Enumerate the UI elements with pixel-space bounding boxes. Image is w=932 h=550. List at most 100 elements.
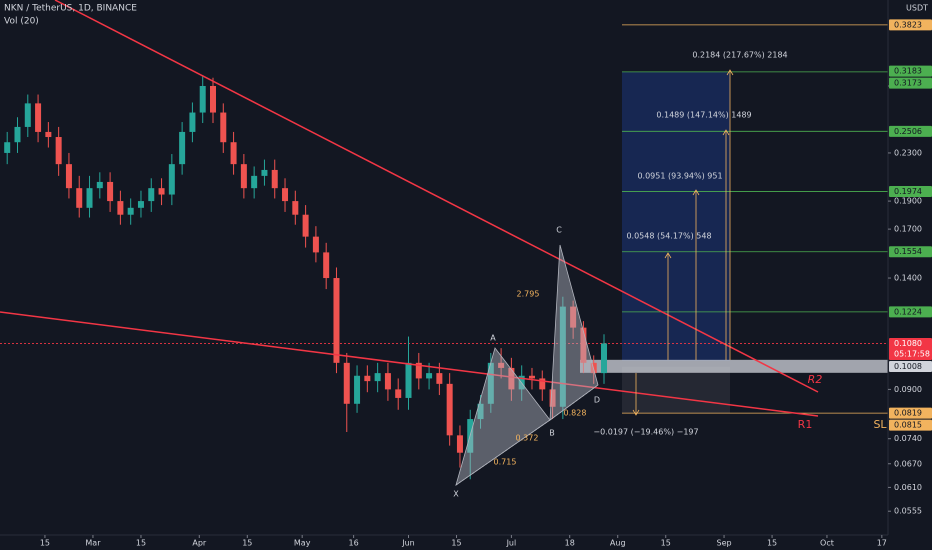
candle-body <box>456 435 463 453</box>
x-tick-label: Apr <box>192 539 207 548</box>
y-tick-label: 0.1400 <box>894 274 922 283</box>
y-tick-label: 0.2300 <box>894 148 922 157</box>
x-tick-label: Oct <box>820 539 834 548</box>
price-badge <box>889 65 932 77</box>
price-badge-label: 0.1080 <box>894 339 922 348</box>
candle-body <box>86 188 93 208</box>
pattern-point: B <box>549 429 555 438</box>
y-tick-label: 0.1900 <box>894 197 922 206</box>
price-badge-label: 0.1008 <box>894 362 922 371</box>
x-tick-label: 17 <box>877 539 887 548</box>
candle-body <box>251 175 258 189</box>
price-axis <box>888 0 932 550</box>
candle-body <box>343 362 350 404</box>
x-tick-label: 15 <box>767 539 777 548</box>
candle-body <box>148 188 155 202</box>
candle-body <box>539 378 546 390</box>
candle-body <box>96 181 103 189</box>
trendline <box>0 311 819 417</box>
target-label: 0.0951 (93.94%) 951 <box>637 172 722 181</box>
candle-body <box>395 389 402 398</box>
candle-body <box>127 207 134 215</box>
candle-body <box>168 164 175 195</box>
candle-body <box>302 214 309 237</box>
price-badge-label: 0.0815 <box>894 421 922 430</box>
price-badge-label: 0.1224 <box>894 307 922 316</box>
pattern-point: A <box>490 334 496 343</box>
candle-body <box>261 169 268 176</box>
candle-body <box>158 188 165 195</box>
pattern-ratio: 0.828 <box>564 409 587 418</box>
y-tick-label: 0.0610 <box>894 483 922 492</box>
candle-body <box>199 85 206 113</box>
candle-body <box>220 112 227 143</box>
candle-body <box>65 164 72 189</box>
price-badge-label: 0.2506 <box>894 127 922 136</box>
loss-zone <box>622 366 730 414</box>
x-tick-label: Jun <box>401 539 415 548</box>
indicator-label: Vol (20) <box>4 17 39 27</box>
price-badge <box>889 306 932 318</box>
candle-body <box>446 383 453 436</box>
candle-body <box>45 131 52 138</box>
pattern-ratio: 0.715 <box>494 458 517 467</box>
trendline-label: R2 <box>808 373 823 386</box>
candle-body <box>117 201 124 215</box>
price-badge-label: 0.3173 <box>894 79 922 88</box>
candle-body <box>498 362 505 368</box>
profit-zone <box>622 71 730 361</box>
target-arrows <box>632 69 734 416</box>
price-badge <box>889 77 932 89</box>
price-badge <box>889 360 932 372</box>
candle-body <box>55 137 62 165</box>
target-label: 0.0548 (54.17%) 548 <box>626 232 711 241</box>
price-badge <box>889 125 932 137</box>
candle-body <box>426 373 433 379</box>
candle-body <box>292 201 299 215</box>
price-badge-label: 0.3823 <box>894 20 922 29</box>
candle-body <box>570 306 577 328</box>
candle-body <box>240 164 247 189</box>
candle-body <box>137 201 144 208</box>
candle-body <box>107 181 114 202</box>
time-axis <box>0 535 932 550</box>
candle-body <box>436 373 443 384</box>
price-badge <box>889 185 932 197</box>
x-tick-label: 15 <box>136 539 146 548</box>
pattern-ratio: 2.795 <box>517 290 540 299</box>
candle-body <box>4 142 11 153</box>
y-tick-label: 0.0670 <box>894 459 922 468</box>
trendline <box>54 0 819 393</box>
candle-body <box>209 85 216 113</box>
candle-body <box>415 362 422 379</box>
pattern-point: C <box>556 226 562 235</box>
price-badge <box>889 337 932 360</box>
candle-body <box>405 362 412 398</box>
candle-body <box>179 131 186 165</box>
price-badge <box>889 246 932 258</box>
candle-body <box>24 103 31 127</box>
x-tick-label: 15 <box>242 539 252 548</box>
price-badge <box>889 407 932 419</box>
x-tick-label: Jul <box>506 539 517 548</box>
y-tick-label: 0.0900 <box>894 385 922 394</box>
entry-band <box>580 359 888 373</box>
target-label: 0.2184 (217.67%) 2184 <box>692 51 787 60</box>
x-tick-label: Mar <box>85 539 101 548</box>
candle-body <box>312 236 319 253</box>
candle-body <box>271 169 278 189</box>
y-tick-label: 0.0740 <box>894 434 922 443</box>
y-tick-label: 0.1700 <box>894 225 922 234</box>
candle-body <box>508 367 515 390</box>
price-badge-label: 0.1974 <box>894 187 922 196</box>
candle-body <box>189 112 196 132</box>
price-badge-label: 0.1554 <box>894 247 922 256</box>
axis-labels: 0.30000.23000.19000.17000.14000.09000.07… <box>40 19 932 548</box>
candle-body <box>528 375 535 379</box>
pattern-point: D <box>594 396 600 405</box>
pattern-leg <box>549 384 599 421</box>
x-tick-label: 15 <box>661 539 671 548</box>
stop-label: SL <box>873 418 887 431</box>
plot-area <box>0 24 888 480</box>
candle-body <box>549 389 556 407</box>
